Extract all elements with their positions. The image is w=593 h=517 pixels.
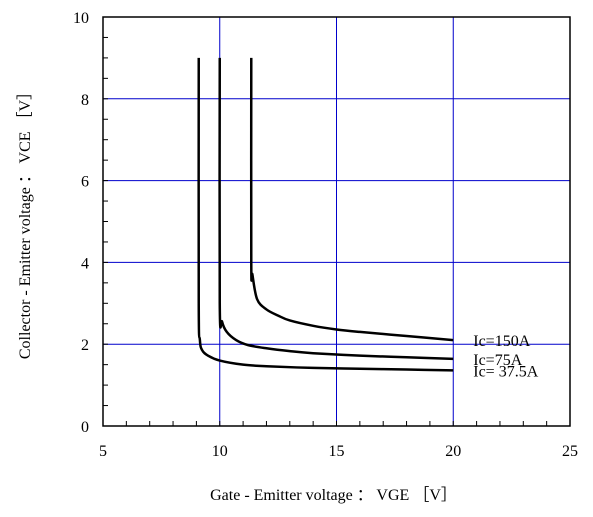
y-tick-label: 4 [81, 255, 89, 272]
y-tick-label: 2 [81, 337, 89, 354]
y-tick-label: 8 [81, 92, 89, 109]
series-label: Ic= 37.5A [473, 363, 538, 380]
y-axis-title: Collector - Emitter voltage ： VCE ［V］ [16, 84, 34, 359]
x-tick-label: 5 [99, 443, 107, 460]
series-line [197, 57, 454, 372]
x-tick-label: 25 [562, 443, 578, 460]
grid [103, 17, 570, 426]
x-tick-label: 10 [212, 443, 228, 460]
series-line [249, 57, 454, 342]
series-label: Ic=150A [473, 333, 530, 350]
y-tick-label: 0 [81, 419, 89, 436]
series-label: Ic=75A [473, 352, 522, 369]
axis-ticks [102, 16, 571, 427]
tick-labels: 5 10 15 20 25 0 2 4 6 8 10 [73, 10, 578, 460]
x-tick-label: 15 [329, 443, 345, 460]
y-tick-label: 6 [81, 174, 89, 191]
y-tick-label: 10 [73, 10, 89, 27]
x-tick-label: 20 [445, 443, 461, 460]
series-line [218, 57, 454, 361]
x-axis-title: Gate - Emitter voltage ： VGE ［V］ [210, 486, 457, 504]
